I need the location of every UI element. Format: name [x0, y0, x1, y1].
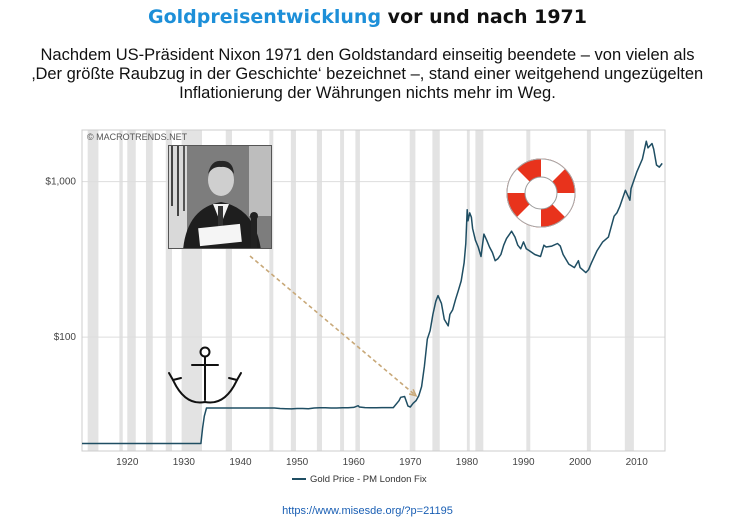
recession-band-3: [145, 130, 153, 451]
x-tick-label-9: 2010: [626, 457, 649, 468]
x-tick-label-5: 1970: [399, 457, 422, 468]
series-line-gold-price: [82, 140, 663, 445]
recession-band-17: [586, 130, 591, 451]
anchor-icon: [168, 346, 242, 404]
x-tick-label-8: 2000: [569, 457, 592, 468]
recession-band-10: [340, 130, 345, 451]
y-tick-label-0: $100: [54, 332, 77, 343]
recession-band-7: [269, 130, 274, 451]
subtitle-line-3: Inflationierung der Währungen nichts meh…: [179, 84, 556, 102]
recession-band-0: [87, 130, 99, 451]
x-tick-label-2: 1940: [229, 457, 252, 468]
source-link[interactable]: https://www.misesde.org/?p=21195: [282, 505, 453, 517]
y-tick-labels: $100 $1,000: [45, 177, 76, 343]
x-tick-labels: 1920 1930 1940 1950 1960 1970 1980 1990 2000 2010: [116, 457, 648, 468]
x-tick-label-0: 1920: [116, 457, 139, 468]
x-tick-label-7: 1990: [512, 457, 535, 468]
annotation-arrow: [249, 255, 418, 397]
subtitle-line-2: ‚Der größte Raubzug in der Geschichte‘ b…: [31, 65, 704, 83]
plot-frame: [81, 129, 666, 452]
recession-band-15: [475, 130, 484, 451]
lifebuoy-icon: [506, 158, 576, 228]
arrow-head: [408, 388, 418, 397]
recession-band-2: [127, 130, 136, 451]
nixon-photo: [168, 145, 272, 249]
recession-band-12: [409, 130, 416, 451]
page-title: Goldpreisentwicklung vor und nach 1971: [0, 6, 735, 28]
title-highlight: Goldpreisentwicklung: [147, 6, 382, 28]
recession-band-18: [624, 130, 634, 451]
recession-band-9: [316, 130, 322, 451]
arrow-line: [249, 255, 417, 397]
recession-band-1: [119, 130, 123, 451]
x-tick-label-6: 1980: [456, 457, 479, 468]
watermark: © MACROTRENDS.NET: [87, 132, 188, 142]
recession-band-4: [165, 130, 172, 451]
y-tick-label-1: $1,000: [45, 177, 76, 188]
recession-band-14: [466, 130, 470, 451]
recession-band-6: [225, 130, 232, 451]
gold-price-chart: © MACROTRENDS.NET $100 $1,000 1920 1930 194…: [45, 129, 666, 485]
page-subtitle: Nachdem US-Präsident Nixon 1971 den Gold…: [0, 46, 735, 103]
legend-label: Gold Price - PM London Fix: [310, 474, 427, 485]
recession-band-16: [526, 130, 531, 451]
x-tick-label-1: 1930: [173, 457, 196, 468]
recession-band-11: [355, 130, 360, 451]
subtitle-line-1: Nachdem US-Präsident Nixon 1971 den Gold…: [40, 46, 695, 64]
title-rest: vor und nach 1971: [381, 6, 588, 28]
recession-band-8: [290, 130, 296, 451]
x-tick-label-3: 1950: [286, 457, 309, 468]
x-tick-label-4: 1960: [343, 457, 366, 468]
recession-band-13: [432, 130, 440, 451]
